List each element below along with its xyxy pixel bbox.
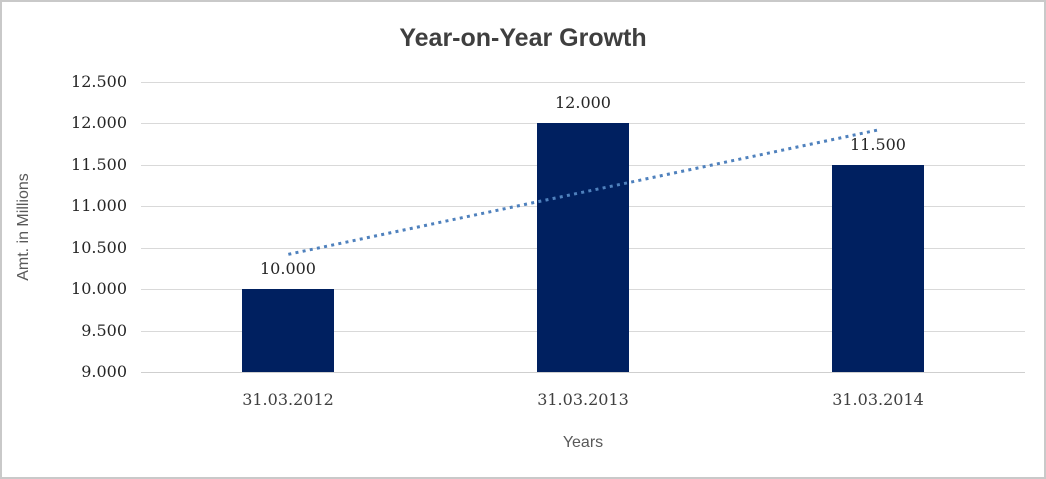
y-axis-title: Amt. in Millions: [15, 173, 32, 281]
chart-title: Year-on-Year Growth: [399, 24, 647, 52]
x-axis-line: [141, 372, 1025, 373]
gridline: [141, 82, 1025, 83]
y-tick-label: 12.000: [71, 113, 127, 132]
y-tick-label: 11.500: [71, 155, 127, 174]
data-label: 10.000: [260, 259, 316, 278]
data-label: 11.500: [850, 135, 906, 154]
data-label: 12.000: [555, 93, 611, 112]
bar: [832, 165, 924, 372]
x-tick-label: 31.03.2014: [832, 390, 924, 409]
bar: [242, 289, 334, 372]
x-tick-label: 31.03.2013: [537, 390, 629, 409]
x-axis-title: Years: [562, 434, 604, 451]
y-tick-label: 11.000: [71, 196, 127, 215]
y-tick-label: 12.500: [71, 72, 127, 91]
bar: [537, 123, 629, 372]
y-tick-label: 10.000: [71, 279, 127, 298]
y-tick-label: 9.500: [81, 321, 127, 340]
y-tick-label: 10.500: [71, 238, 127, 257]
x-tick-label: 31.03.2012: [242, 390, 334, 409]
y-tick-label: 9.000: [81, 362, 127, 381]
